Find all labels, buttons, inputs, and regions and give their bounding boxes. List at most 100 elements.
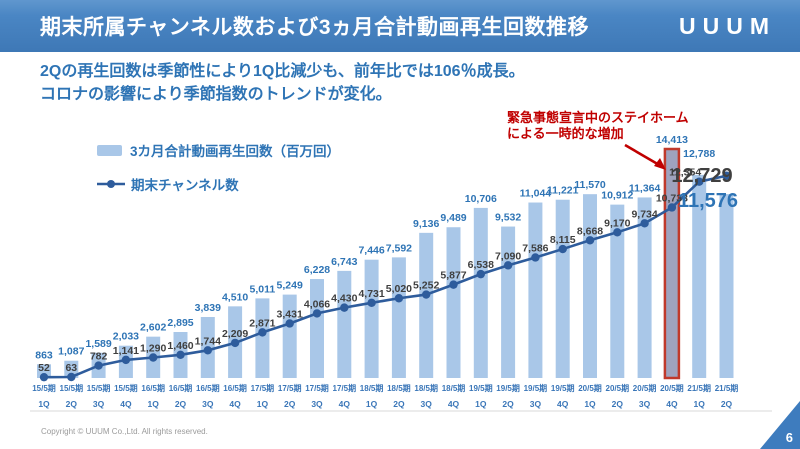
line-dot bbox=[67, 372, 76, 382]
bar bbox=[37, 364, 51, 378]
x-label-quarter: 2Q bbox=[721, 399, 733, 409]
x-label-period: 16/5期 bbox=[223, 383, 247, 393]
x-label-quarter: 1Q bbox=[148, 399, 160, 409]
line-label: 5,877 bbox=[440, 270, 466, 282]
line-dot bbox=[39, 372, 49, 382]
x-label-quarter: 4Q bbox=[448, 399, 460, 409]
x-label-period: 15/5期 bbox=[87, 383, 111, 393]
bar bbox=[473, 207, 488, 378]
line-dot bbox=[230, 338, 240, 348]
bar bbox=[64, 360, 79, 378]
line-dot bbox=[422, 290, 431, 299]
bar bbox=[692, 174, 707, 378]
line-label: 4,430 bbox=[331, 293, 357, 305]
bar bbox=[610, 204, 625, 378]
line-dot bbox=[667, 203, 677, 212]
page-title: 期末所属チャンネル数および3ヵ月合計動画再生回数推移 bbox=[40, 16, 590, 39]
bar bbox=[337, 270, 352, 378]
bar-label: 3,839 bbox=[195, 302, 221, 314]
x-label-period: 17/5期 bbox=[251, 383, 275, 393]
line-label: 8,668 bbox=[577, 225, 603, 237]
line-marker-icon bbox=[97, 180, 125, 188]
x-label-period: 15/5期 bbox=[114, 383, 138, 393]
line-dot bbox=[585, 236, 595, 245]
line-label: 63 bbox=[65, 362, 77, 374]
line-label: 2,871 bbox=[249, 317, 275, 329]
final-line-label: 12,729 bbox=[671, 165, 732, 187]
x-label-period: 16/5期 bbox=[196, 383, 220, 393]
line-label: 7,586 bbox=[522, 242, 548, 254]
x-label-period: 18/5期 bbox=[360, 383, 384, 393]
bar bbox=[391, 257, 406, 378]
x-label-quarter: 1Q bbox=[694, 399, 706, 409]
x-label-period: 15/5期 bbox=[32, 383, 56, 393]
x-label-quarter: 3Q bbox=[311, 399, 323, 409]
channel-line bbox=[43, 174, 727, 379]
bar bbox=[637, 197, 652, 378]
line-label: 2,209 bbox=[222, 328, 248, 340]
bar bbox=[719, 194, 734, 378]
bar-label: 6,228 bbox=[304, 264, 330, 276]
x-label-period: 18/5期 bbox=[387, 383, 411, 393]
annotation-arrow bbox=[624, 143, 662, 168]
x-label-period: 21/5期 bbox=[715, 383, 739, 393]
line-dot bbox=[121, 355, 131, 365]
line-dot bbox=[340, 303, 349, 312]
x-label-period: 17/5期 bbox=[278, 383, 302, 393]
x-label-quarter: 1Q bbox=[584, 399, 596, 409]
line-label: 12,354 bbox=[669, 167, 701, 179]
line-label: 7,090 bbox=[495, 250, 521, 262]
bar-label: 4,510 bbox=[222, 291, 248, 303]
annotation-arrowhead bbox=[654, 158, 666, 170]
x-label-quarter: 4Q bbox=[557, 399, 569, 409]
line-label: 3,431 bbox=[277, 308, 303, 320]
x-label-period: 16/5期 bbox=[169, 383, 193, 393]
bar-label: 7,446 bbox=[358, 245, 384, 257]
line-label: 4,066 bbox=[304, 298, 330, 310]
callout-annotation: 緊急事態宣言中のステイホーム による一時的な増加 bbox=[507, 110, 689, 143]
bar-label: 7,592 bbox=[386, 242, 412, 254]
line-dot bbox=[312, 309, 322, 318]
legend-item-line: 期末チャンネル数 bbox=[97, 174, 340, 194]
x-label-quarter: 2Q bbox=[284, 399, 296, 409]
line-dot bbox=[558, 244, 567, 254]
bar-label: 11,364 bbox=[629, 182, 661, 194]
line-dot bbox=[476, 269, 485, 279]
subtitle-line-1: 2Qの再生回数は季節性により1Q比減少も、前年比では106％成長。 bbox=[40, 63, 525, 80]
line-dot bbox=[367, 298, 376, 308]
bar-label: 2,033 bbox=[113, 331, 139, 343]
x-label-quarter: 4Q bbox=[666, 399, 678, 409]
page-number: 6 bbox=[785, 430, 793, 445]
subtitle: 2Qの再生回数は季節性により1Q比減少も、前年比では106％成長。 コロナの影響… bbox=[40, 60, 525, 106]
line-dot bbox=[531, 253, 540, 262]
subtitle-line-2: コロナの影響により季節指数のトレンドが変化。 bbox=[40, 86, 392, 104]
bar-swatch-icon bbox=[97, 144, 122, 156]
line-dot bbox=[449, 280, 458, 289]
final-bar-label: 11,576 bbox=[678, 190, 738, 212]
x-label-period: 20/5期 bbox=[660, 383, 684, 393]
line-dot bbox=[203, 346, 212, 355]
bar bbox=[501, 226, 516, 378]
bar bbox=[583, 194, 597, 378]
x-label-period: 18/5期 bbox=[414, 383, 438, 393]
x-label-quarter: 1Q bbox=[257, 399, 269, 409]
line-label: 1,460 bbox=[167, 340, 193, 352]
bar bbox=[364, 259, 379, 378]
bar-label: 11,044 bbox=[520, 188, 552, 200]
line-dot bbox=[722, 171, 731, 180]
line-label: 9,734 bbox=[631, 208, 657, 220]
line-dot bbox=[285, 319, 294, 328]
x-label-quarter: 1Q bbox=[475, 399, 487, 409]
x-label-quarter: 3Q bbox=[93, 399, 105, 409]
line-label: 1,290 bbox=[140, 343, 166, 355]
line-dot bbox=[149, 353, 158, 362]
x-label-quarter: 1Q bbox=[366, 399, 378, 409]
line-dot bbox=[258, 328, 267, 337]
line-dot bbox=[613, 228, 622, 237]
line-label: 6,538 bbox=[468, 259, 494, 271]
x-label-period: 19/5期 bbox=[524, 383, 548, 393]
copyright-text: Copyright © UUUM Co.,Ltd. All rights res… bbox=[41, 427, 208, 436]
line-label: 5,252 bbox=[413, 280, 439, 292]
line-label: 10,733 bbox=[656, 192, 688, 204]
